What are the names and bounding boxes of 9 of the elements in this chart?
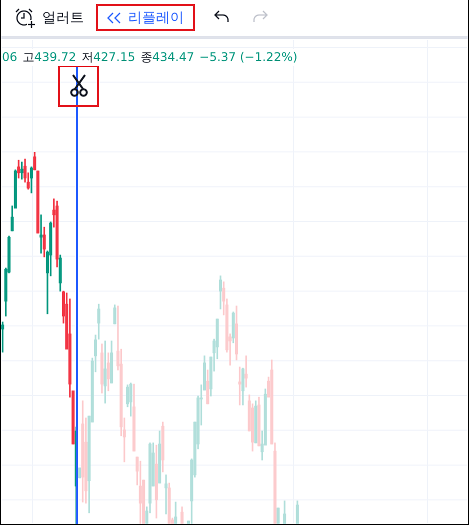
- text: 리플레이: [128, 9, 184, 27]
- text: −5.37 (−1.22%): [199, 50, 298, 64]
- text: 저427.15: [81, 50, 136, 64]
- candlestick: [40, 214, 43, 254]
- text: 06: [2, 50, 18, 64]
- text: 고439.72: [22, 50, 76, 64]
- text: 얼러트: [42, 9, 84, 27]
- text: 종434.47: [140, 50, 194, 64]
- candlestick: [164, 474, 168, 514]
